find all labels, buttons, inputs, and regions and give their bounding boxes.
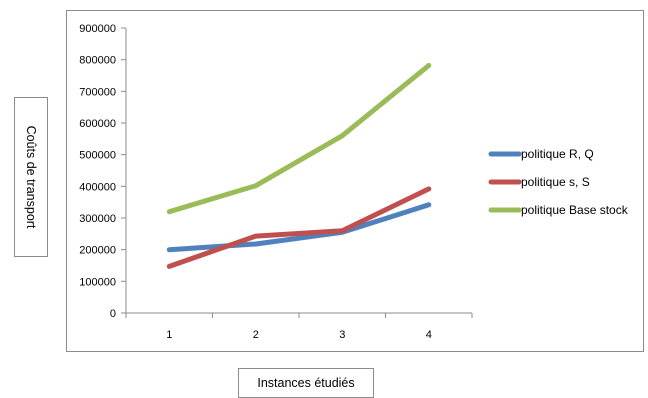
- y-tick-label: 0: [110, 308, 116, 320]
- legend-label-1: politique R, Q: [521, 147, 594, 161]
- y-tick-label: 800000: [79, 55, 116, 67]
- x-tick-label: 1: [166, 329, 172, 341]
- y-tick-label: 500000: [79, 150, 116, 162]
- x-tick-label: 2: [253, 329, 259, 341]
- chart-axes: 0 100000 200000 300000 400000 500000 600000 700…: [79, 23, 473, 341]
- series-line-1: [166, 202, 432, 253]
- series-line-3: [166, 62, 432, 215]
- y-tick-label: 100000: [79, 276, 116, 288]
- legend-label-2: politique s, S: [521, 175, 590, 189]
- y-axis-title-box: Coûts de transport: [14, 97, 48, 257]
- y-tick-label: 600000: [79, 118, 116, 130]
- y-tick-label: 400000: [79, 181, 116, 193]
- y-tick-label: 300000: [79, 213, 116, 225]
- x-tick-label: 4: [426, 329, 432, 341]
- x-axis-title-box: Instances étudiés: [238, 368, 374, 398]
- x-tick-label: 3: [339, 329, 345, 341]
- y-tick-label: 200000: [79, 245, 116, 257]
- chart-frame: [66, 10, 644, 352]
- legend-label-3: politique Base stock: [521, 203, 629, 217]
- y-tick-label: 700000: [79, 86, 116, 98]
- x-axis-title: Instances étudiés: [257, 376, 355, 390]
- series-line-2: [166, 186, 432, 269]
- y-axis-title: Coûts de transport: [24, 125, 38, 229]
- chart-series: [166, 62, 432, 269]
- y-tick-label: 900000: [79, 23, 116, 35]
- chart-legend: politique R, Q politique s, S politique Ba…: [488, 147, 629, 217]
